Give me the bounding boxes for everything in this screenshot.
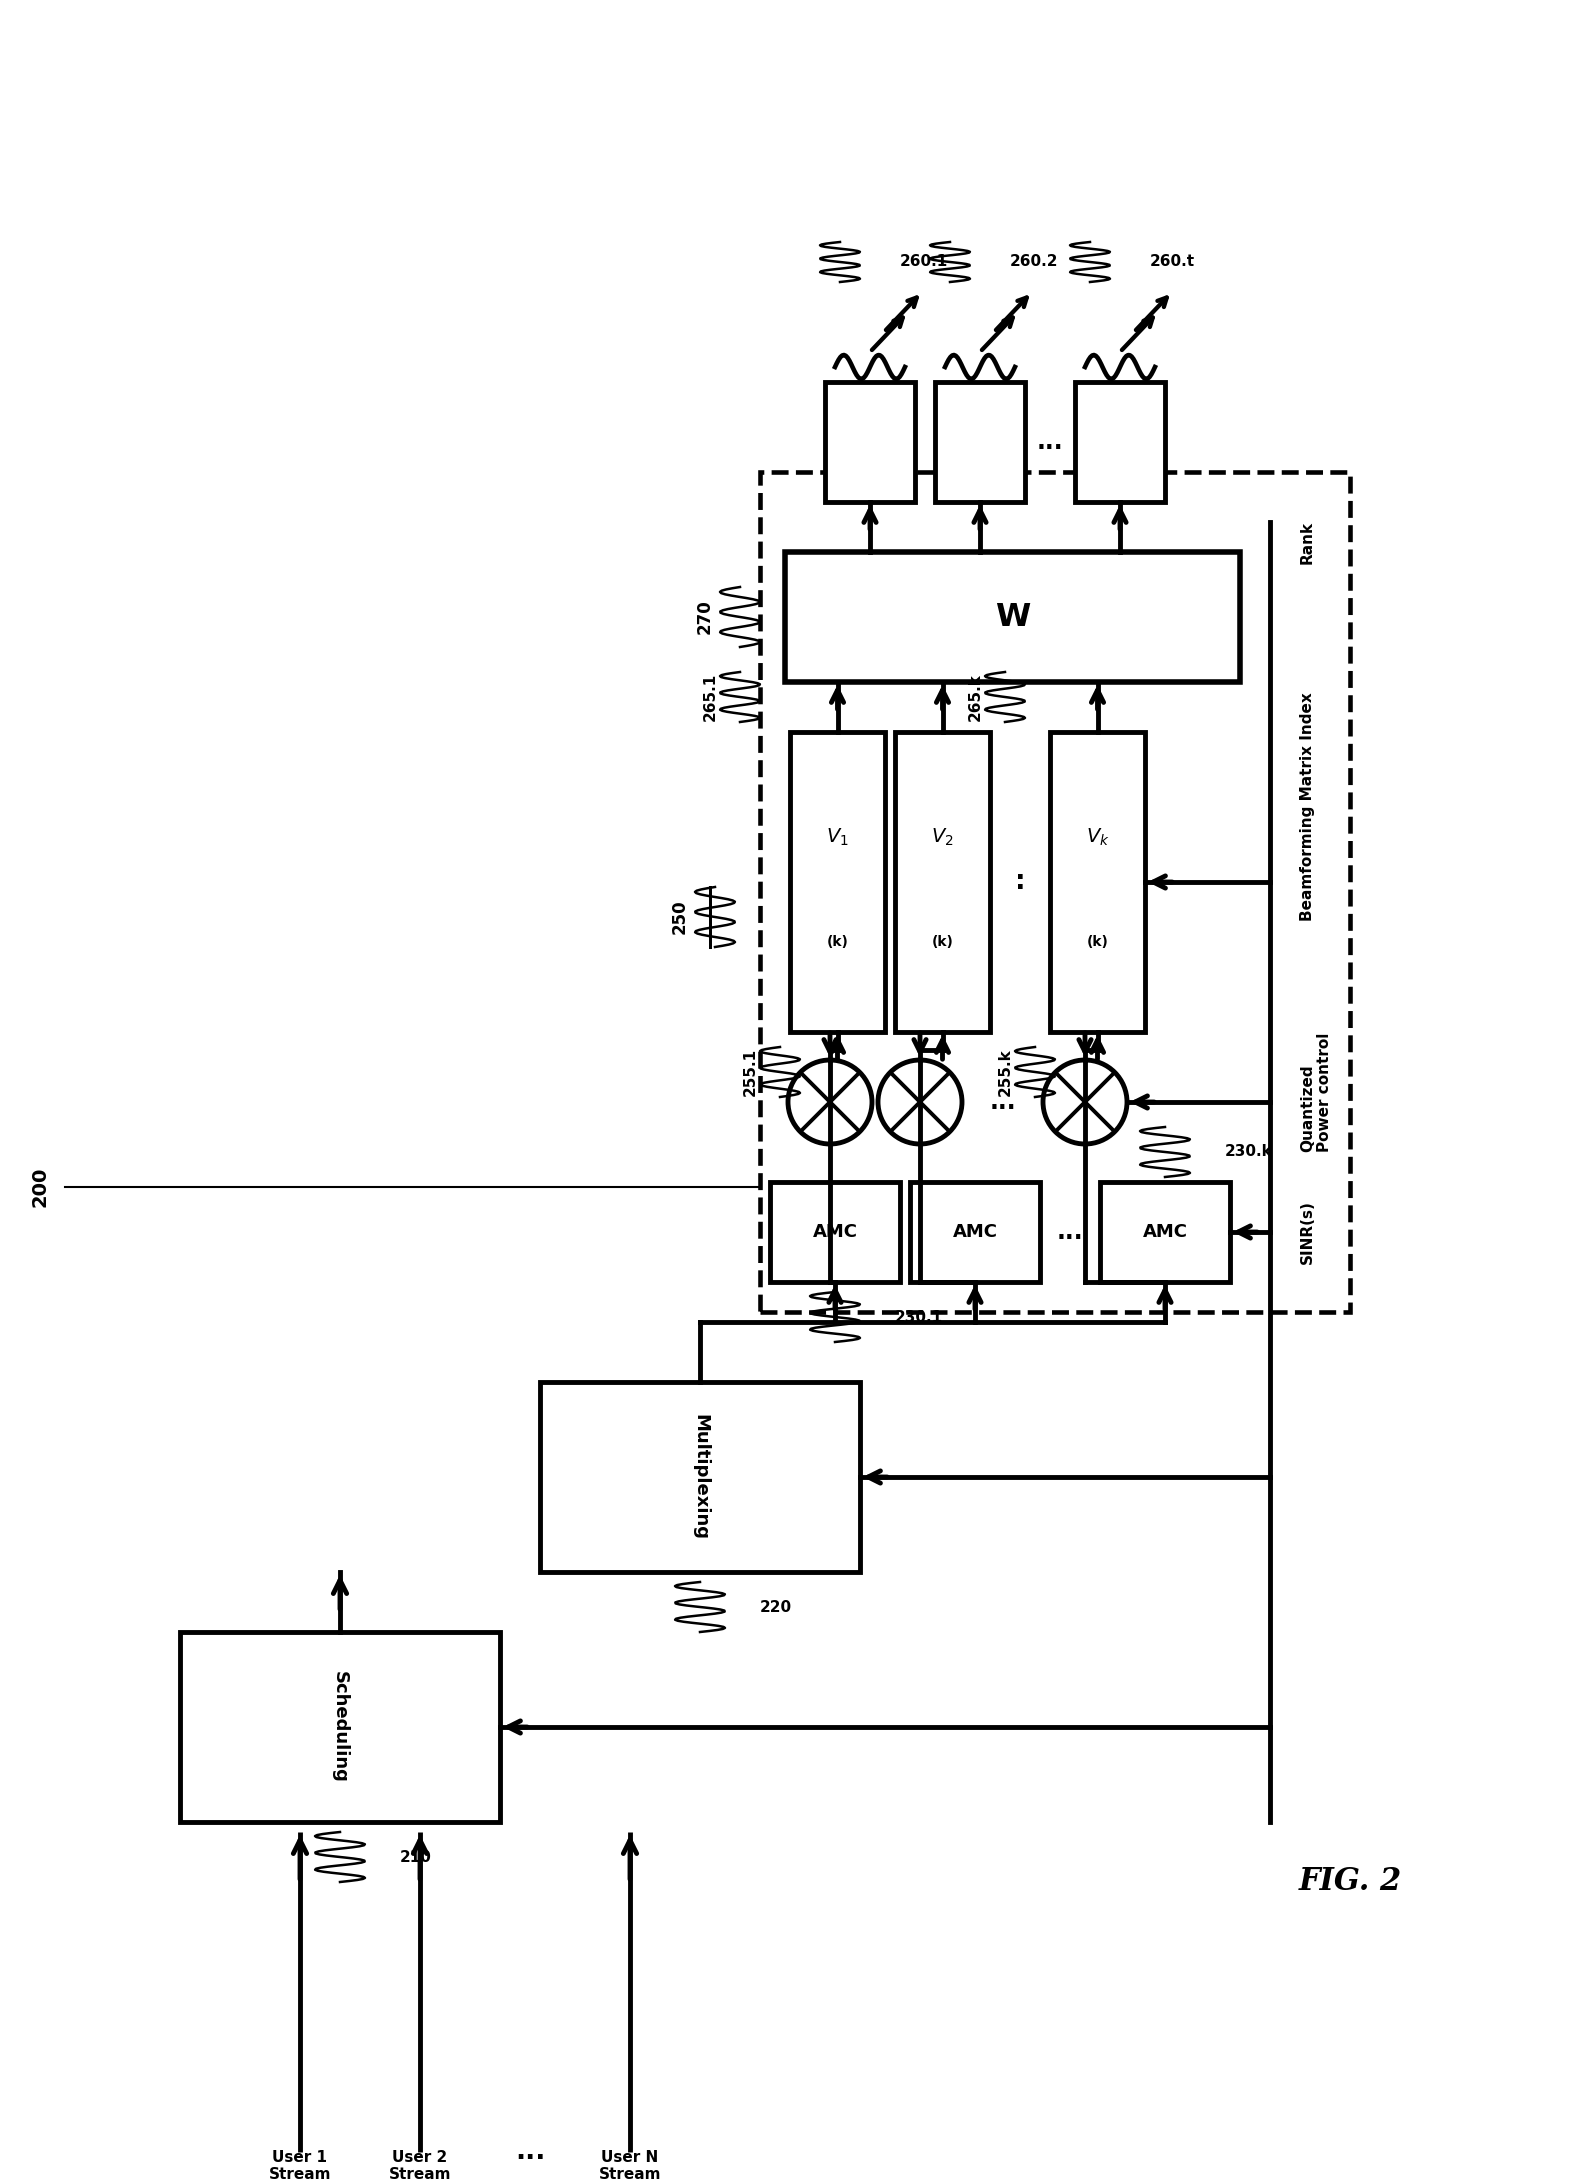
Text: 260.t: 260.t	[1151, 255, 1195, 271]
Text: 265.1: 265.1	[702, 672, 718, 720]
Text: Scheduling: Scheduling	[330, 1671, 350, 1783]
Text: 250: 250	[670, 899, 689, 934]
Text: User 1
Stream: User 1 Stream	[268, 2149, 332, 2182]
Bar	[180, 1632, 500, 1822]
Text: ...: ...	[516, 2138, 546, 2165]
Text: $V_1$: $V_1$	[827, 827, 849, 847]
Text: W: W	[994, 602, 1029, 633]
Text: Multiplexing: Multiplexing	[691, 1414, 709, 1540]
Text: User 2
Stream: User 2 Stream	[389, 2149, 452, 2182]
Bar	[1050, 731, 1144, 1032]
Text: 260.1: 260.1	[900, 255, 948, 271]
Bar	[1076, 382, 1165, 502]
Bar	[895, 731, 990, 1032]
Text: Rank: Rank	[1301, 521, 1315, 563]
Text: 230.k: 230.k	[1226, 1146, 1272, 1159]
Bar	[935, 382, 1025, 502]
Text: 230.1: 230.1	[895, 1309, 943, 1324]
Bar	[790, 731, 886, 1032]
Text: 255.1: 255.1	[742, 1047, 758, 1095]
Bar	[825, 382, 915, 502]
Text: AMC: AMC	[1143, 1222, 1187, 1242]
Text: SINR(s): SINR(s)	[1301, 1200, 1315, 1263]
Bar	[769, 1183, 900, 1283]
Text: $V_2$: $V_2$	[930, 827, 954, 847]
Text: 200: 200	[30, 1167, 49, 1207]
Text: :: :	[1015, 868, 1025, 895]
Text: ...: ...	[990, 1091, 1015, 1115]
Bar	[1100, 1183, 1231, 1283]
Text: ...: ...	[1037, 430, 1063, 454]
Bar	[910, 1183, 1041, 1283]
Text: 260.2: 260.2	[1010, 255, 1058, 271]
Text: $V_k$: $V_k$	[1085, 827, 1109, 847]
Text: (k): (k)	[1087, 936, 1109, 949]
Text: (k): (k)	[827, 936, 849, 949]
Text: 270: 270	[696, 600, 713, 635]
Text: AMC: AMC	[812, 1222, 857, 1242]
Text: 220: 220	[760, 1599, 792, 1615]
Text: 255.k: 255.k	[998, 1047, 1012, 1095]
Text: 265.k: 265.k	[967, 672, 983, 720]
Text: Quantized
Power control: Quantized Power control	[1301, 1032, 1333, 1152]
Text: FIG. 2: FIG. 2	[1299, 1866, 1401, 1898]
Text: User N
Stream: User N Stream	[598, 2149, 661, 2182]
Bar	[760, 471, 1350, 1311]
Bar	[785, 552, 1240, 683]
Text: ...: ...	[1057, 1220, 1084, 1244]
Bar	[539, 1381, 860, 1571]
Text: Beamforming Matrix Index: Beamforming Matrix Index	[1301, 692, 1315, 921]
Text: AMC: AMC	[953, 1222, 998, 1242]
Text: 210: 210	[401, 1850, 433, 1863]
Text: (k): (k)	[932, 936, 953, 949]
